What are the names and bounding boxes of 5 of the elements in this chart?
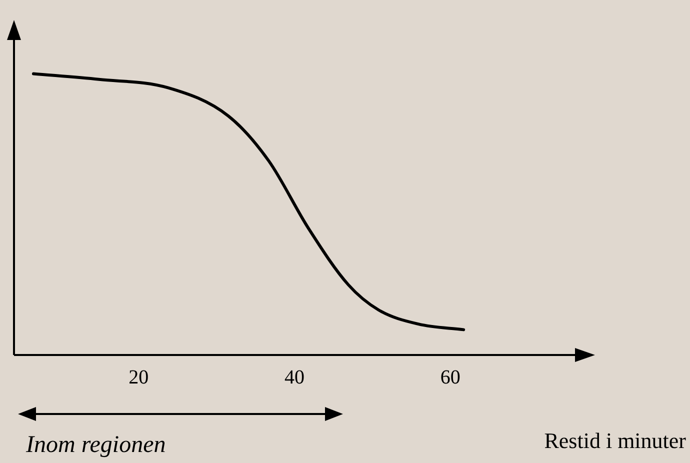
x-tick-label: 40 [284,366,304,388]
x-axis-title: Restid i minuter [544,428,686,454]
text: Inom regionen [26,432,166,459]
x-tick-label: 20 [128,366,149,388]
x-tick-label: 60 [440,366,460,388]
